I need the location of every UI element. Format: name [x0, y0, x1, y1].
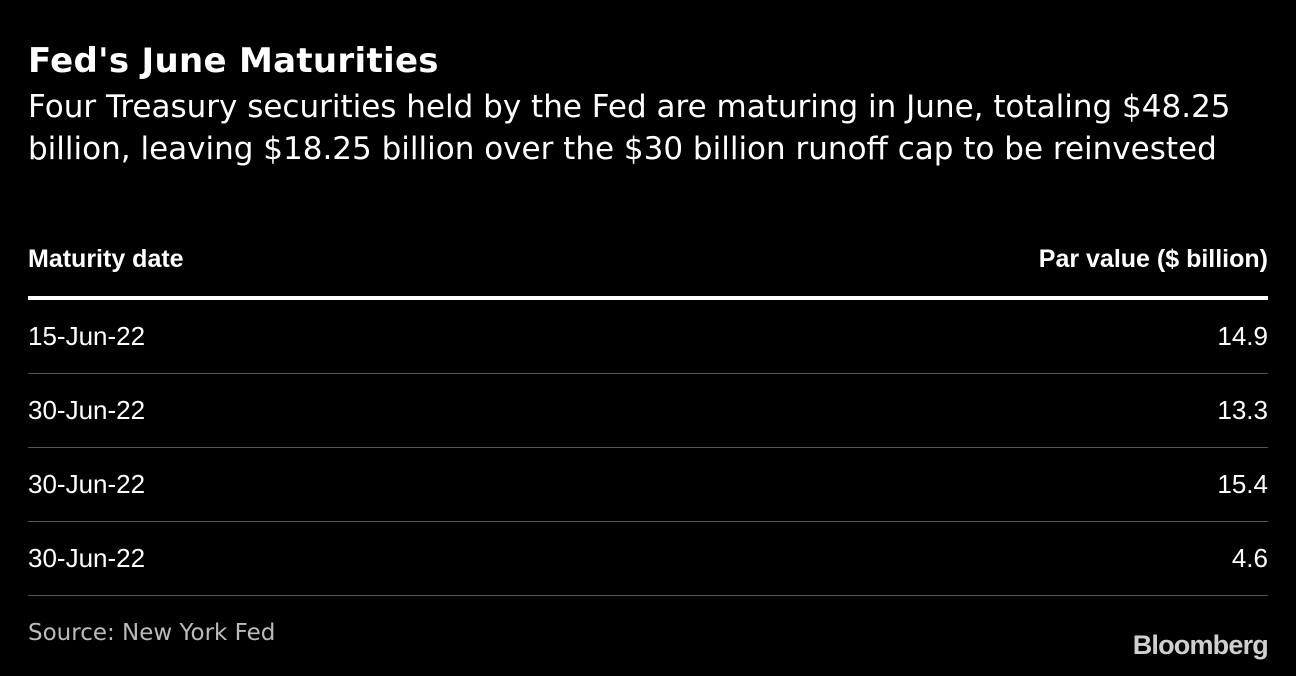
table-row: 30-Jun-22 15.4 — [28, 448, 1268, 522]
par-value-cell: 13.3 — [1217, 395, 1268, 425]
maturity-date-cell: 30-Jun-22 — [28, 469, 146, 499]
table-header: Maturity date Par value ($ billion) — [28, 238, 1268, 300]
table-row: 30-Jun-22 13.3 — [28, 374, 1268, 448]
maturity-date-cell: 30-Jun-22 — [28, 395, 146, 425]
par-value-cell: 14.9 — [1217, 321, 1268, 351]
maturity-date-cell: 15-Jun-22 — [28, 321, 146, 351]
table-row: 30-Jun-22 4.6 — [28, 522, 1268, 596]
maturity-date-cell: 30-Jun-22 — [28, 543, 146, 573]
chart-subtitle: Four Treasury securities held by the Fed… — [28, 89, 1231, 167]
column-header-par-value: Par value ($ billion) — [1038, 244, 1268, 273]
par-value-cell: 15.4 — [1217, 469, 1268, 499]
source-note: Source: New York Fed — [28, 620, 276, 646]
column-header-maturity-date: Maturity date — [28, 244, 184, 273]
maturity-table: Maturity date Par value ($ billion) 15-J… — [28, 238, 1268, 596]
par-value-cell: 4.6 — [1231, 543, 1268, 573]
table-row: 15-Jun-22 14.9 — [28, 300, 1268, 374]
bloomberg-logo: Bloomberg — [1132, 630, 1269, 660]
chart-title: Fed's June Maturities — [28, 41, 439, 81]
